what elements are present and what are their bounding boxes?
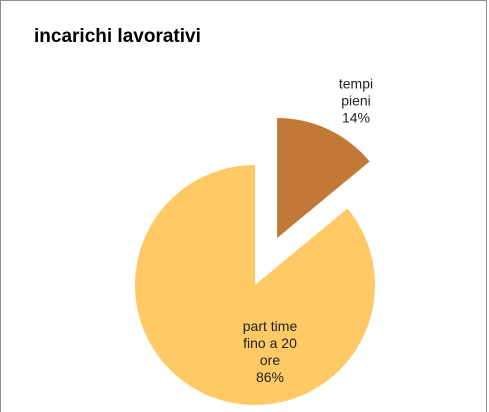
slice-category: part time fino a 20 ore	[242, 318, 298, 368]
slice-label: part time fino a 20 ore 86%	[234, 318, 306, 386]
pie-slice	[277, 117, 370, 238]
slice-value: 86%	[255, 369, 285, 385]
slice-label: tempi pieni 14%	[331, 76, 381, 127]
slice-value: 14%	[341, 109, 371, 126]
chart-title: incarichi lavorativi	[34, 26, 201, 47]
slice-category: tempi pieni	[338, 75, 374, 109]
pie-slice	[135, 165, 375, 405]
